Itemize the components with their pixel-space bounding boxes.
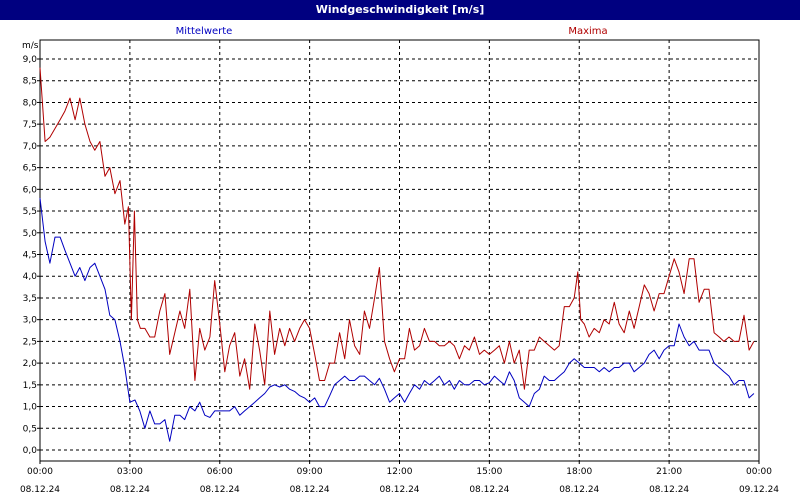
- y-tick-label: 3,5: [23, 294, 37, 304]
- x-tick-time: 03:00: [117, 467, 143, 477]
- y-tick-label: 5,5: [23, 207, 37, 217]
- x-tick-date: 08.12.24: [110, 485, 150, 495]
- legend-mittelwerte: Mittelwerte: [176, 26, 233, 37]
- x-tick-time: 06:00: [207, 467, 233, 477]
- x-tick-date: 08.12.24: [469, 485, 509, 495]
- y-tick-label: 8,5: [23, 77, 37, 87]
- axis-ticks: 0,0 0,5 1,0 1,5 2,0 2,5 3,0 3,5 4,0 4,5 5,0 5,5 6,0 6…: [20, 55, 779, 495]
- x-tick-time: 18:00: [566, 467, 592, 477]
- series-line-mittelwerte: [39, 197, 755, 442]
- chart-title: Windgeschwindigkeit [m/s]: [0, 0, 800, 20]
- x-tick-time: 15:00: [476, 467, 502, 477]
- y-tick-label: 0,5: [23, 424, 37, 434]
- y-tick-label: 7,5: [23, 120, 37, 130]
- x-tick-date: 08.12.24: [200, 485, 240, 495]
- x-tick-date: 08.12.24: [290, 485, 330, 495]
- y-tick-label: 4,0: [23, 272, 38, 282]
- x-tick-time: 12:00: [387, 467, 413, 477]
- y-tick-label: 4,5: [23, 251, 37, 261]
- y-tick-label: 2,5: [23, 337, 37, 347]
- y-tick-label: 8,0: [23, 98, 38, 108]
- y-tick-label: 7,0: [23, 142, 38, 152]
- x-tick-date: 08.12.24: [20, 485, 60, 495]
- x-tick-time: 00:00: [746, 467, 772, 477]
- series-lines: [39, 67, 755, 442]
- x-tick-time: 00:00: [27, 467, 53, 477]
- x-tick-time: 09:00: [297, 467, 323, 477]
- y-tick-label: 6,5: [23, 164, 37, 174]
- y-tick-label: 3,0: [23, 316, 38, 326]
- y-tick-label: 5,0: [23, 229, 38, 239]
- x-tick-date: 09.12.24: [739, 485, 779, 495]
- x-tick-date: 08.12.24: [379, 485, 419, 495]
- x-tick-time: 21:00: [656, 467, 682, 477]
- y-tick-label: 6,0: [23, 185, 38, 195]
- x-tick-date: 08.12.24: [649, 485, 689, 495]
- y-tick-label: 1,0: [23, 403, 38, 413]
- y-tick-label: 1,5: [23, 381, 37, 391]
- legend-maxima: Maxima: [568, 26, 607, 37]
- y-tick-label: 9,0: [23, 55, 38, 65]
- series-line-maxima: [39, 67, 755, 390]
- x-tick-date: 08.12.24: [559, 485, 599, 495]
- y-tick-label: 0,0: [23, 446, 38, 456]
- y-tick-label: 2,0: [23, 359, 38, 369]
- y-axis-label: m/s: [22, 41, 39, 51]
